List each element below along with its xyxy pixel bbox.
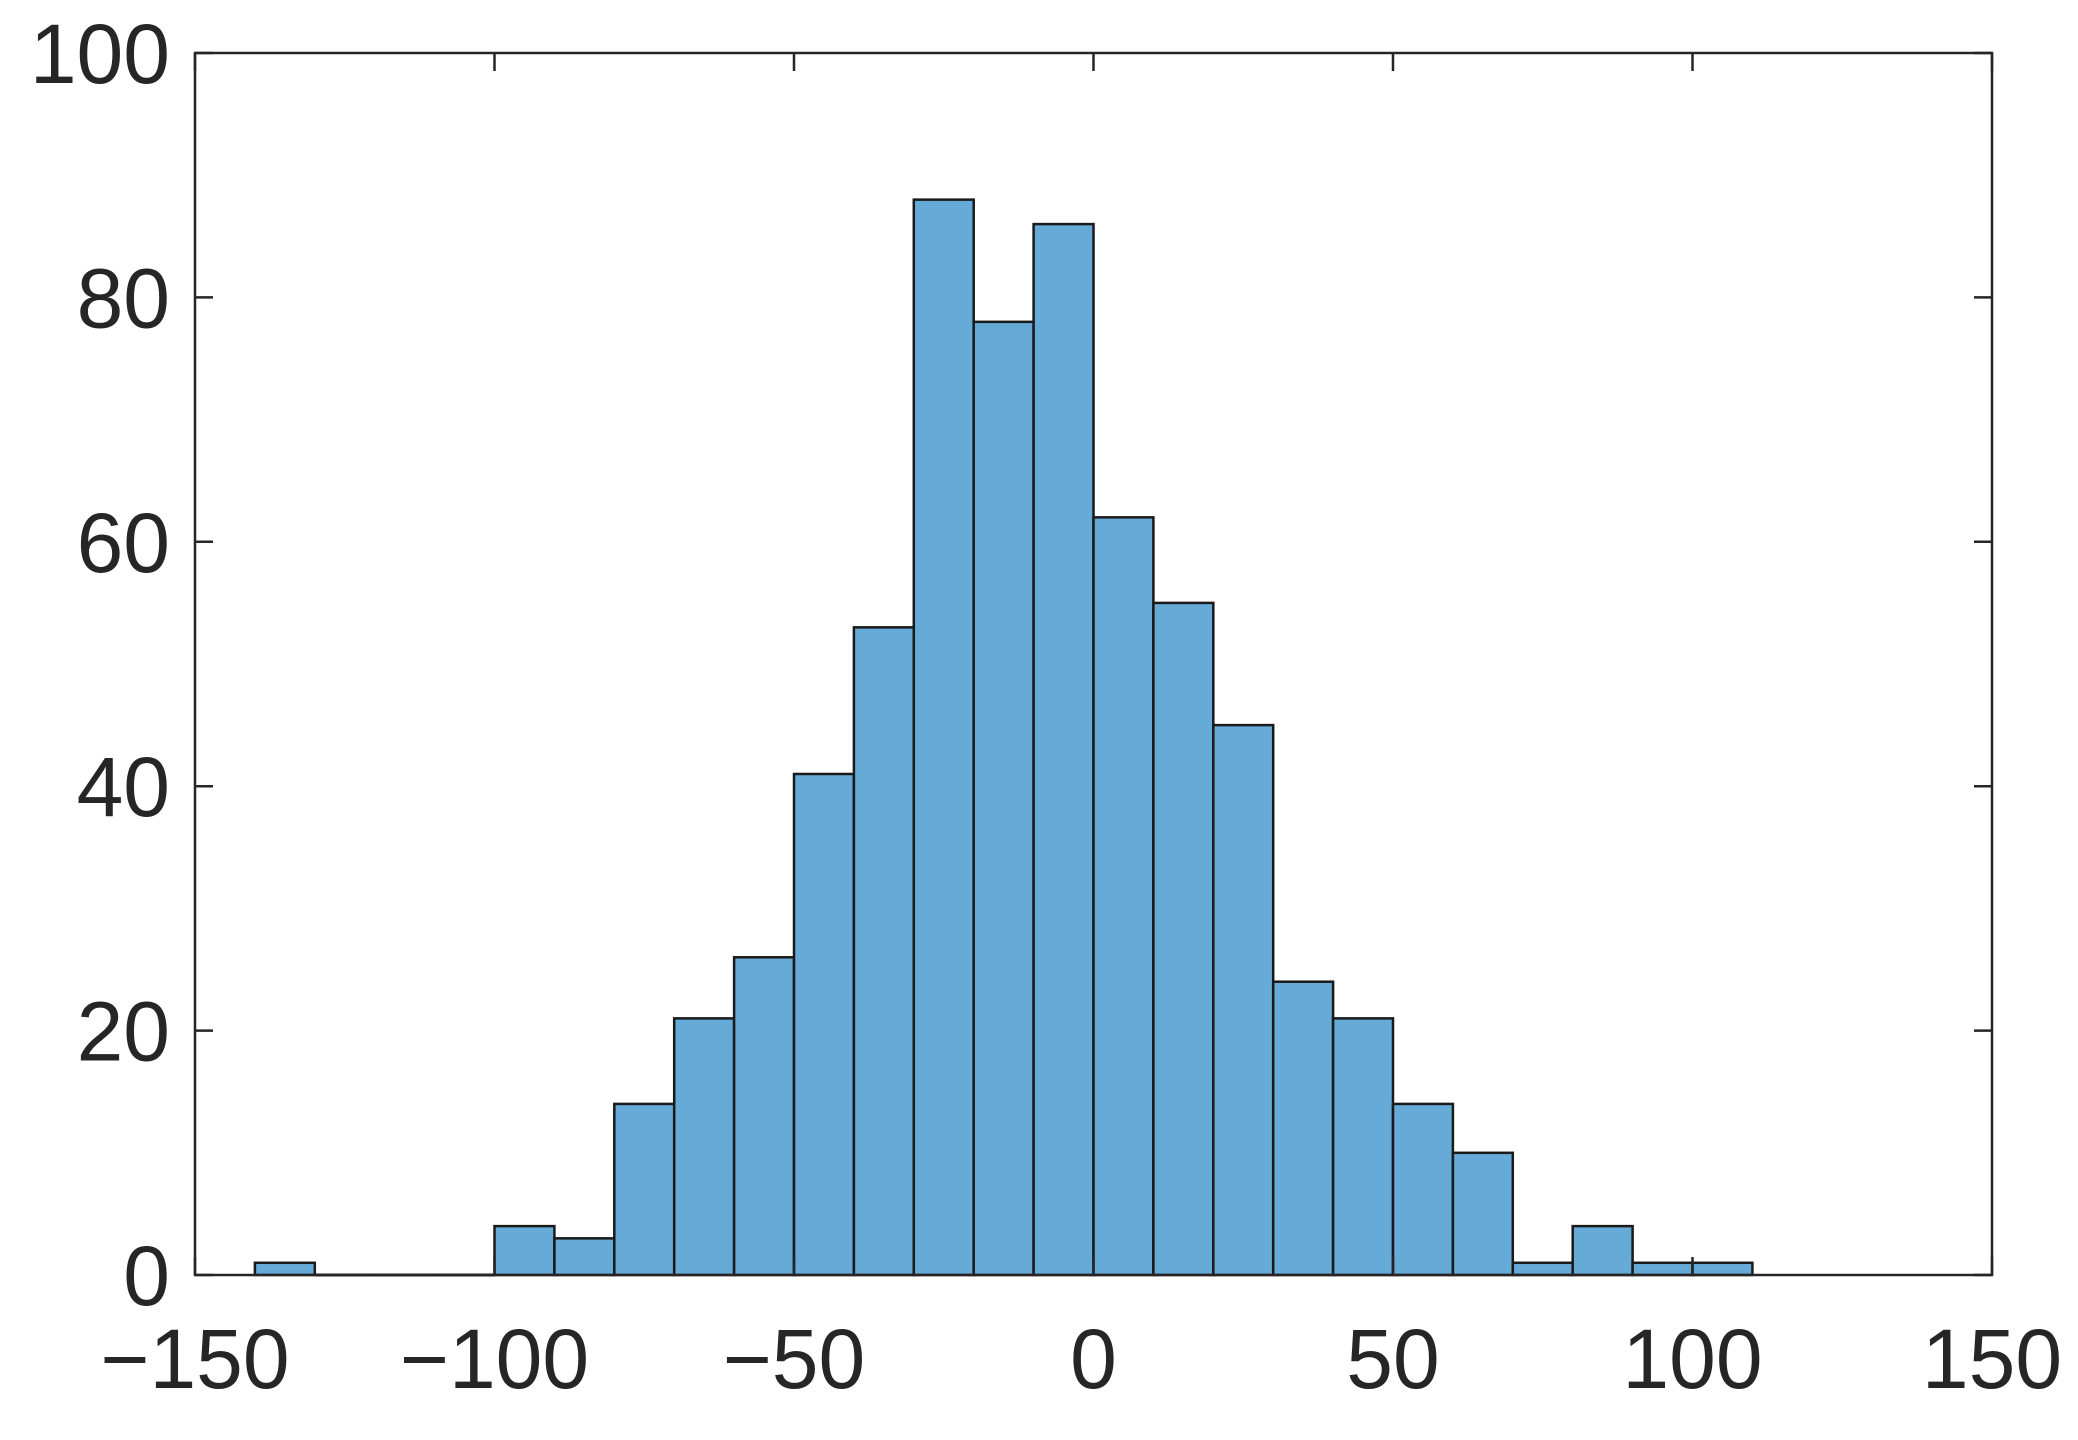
y-tick-label: 40 — [77, 740, 170, 834]
histogram-bar — [912, 198, 975, 1277]
y-axis-ticks: 0 20 40 60 80 100 — [30, 7, 1992, 1323]
histogram-bar — [1331, 1017, 1395, 1277]
histogram-bar — [672, 1017, 736, 1277]
x-tick-label: −150 — [100, 1312, 289, 1406]
histogram-bar — [1631, 1261, 1694, 1277]
y-tick-label: 100 — [30, 7, 170, 101]
histogram-bar — [1271, 980, 1335, 1277]
histogram-bar — [253, 1261, 317, 1277]
histogram-bar — [1511, 1261, 1574, 1277]
histogram-bar — [1691, 1261, 1754, 1277]
histogram-bar — [732, 956, 796, 1277]
x-axis-ticks: −150 −100 −50 0 50 100 150 — [100, 53, 2062, 1406]
histogram-bar — [1451, 1151, 1515, 1277]
histogram-bar — [1391, 1102, 1455, 1277]
histogram-bar — [1032, 222, 1095, 1277]
y-tick-label: 20 — [77, 985, 170, 1079]
x-tick-label: −50 — [723, 1312, 866, 1406]
x-tick-label: −100 — [400, 1312, 589, 1406]
histogram-bar — [553, 1237, 616, 1277]
histogram-bar — [1571, 1224, 1634, 1277]
histogram-bars — [253, 198, 1754, 1277]
histogram-bar — [613, 1102, 676, 1277]
x-tick-label: 150 — [1922, 1312, 2062, 1406]
x-tick-label: 100 — [1622, 1312, 1762, 1406]
y-tick-label: 60 — [77, 496, 170, 590]
histogram-bar — [1152, 601, 1215, 1277]
histogram-bar — [852, 626, 916, 1277]
histogram-bar — [493, 1224, 556, 1277]
histogram-bar — [792, 772, 856, 1277]
histogram-bar — [972, 320, 1035, 1277]
y-tick-label: 0 — [123, 1229, 170, 1323]
y-tick-label: 80 — [77, 251, 170, 345]
histogram-bar — [1092, 516, 1155, 1277]
x-tick-label: 0 — [1070, 1312, 1117, 1406]
x-tick-label: 50 — [1346, 1312, 1439, 1406]
histogram-bar — [1212, 723, 1275, 1277]
